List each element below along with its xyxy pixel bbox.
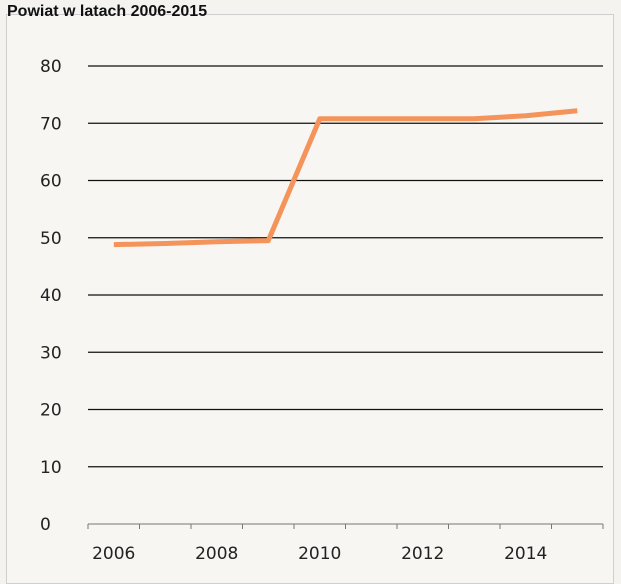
y-tick-label-60: 60 — [40, 172, 62, 192]
x-tick-label-2010: 2010 — [298, 544, 341, 564]
y-tick-label-40: 40 — [40, 286, 62, 306]
y-tick-label-70: 70 — [40, 114, 62, 134]
series-line-0 — [114, 111, 578, 245]
y-tick-label-50: 50 — [40, 229, 62, 249]
y-tick-label-30: 30 — [40, 343, 62, 363]
y-tick-label-20: 20 — [40, 401, 62, 421]
y-tick-label-80: 80 — [40, 57, 62, 77]
x-tick-label-2012: 2012 — [401, 544, 444, 564]
y-tick-label-10: 10 — [40, 458, 62, 478]
y-tick-label-0: 0 — [40, 515, 51, 535]
x-tick-label-2006: 2006 — [92, 544, 135, 564]
x-tick-label-2008: 2008 — [195, 544, 238, 564]
x-tick-label-2014: 2014 — [504, 544, 547, 564]
